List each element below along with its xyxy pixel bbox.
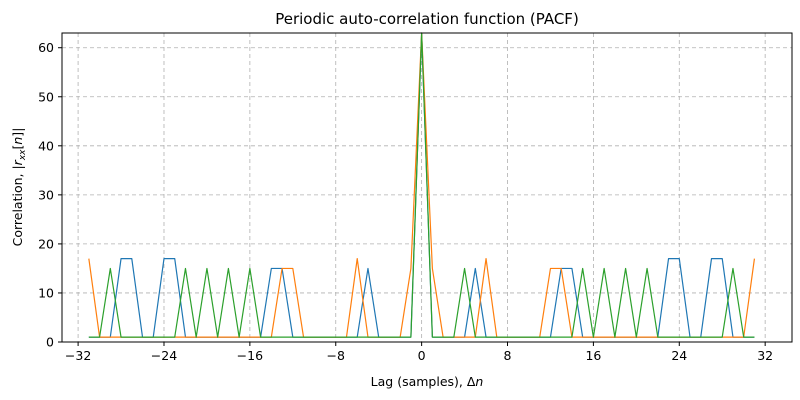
y-tick-label: 10 [38,285,54,300]
x-tick-label: −24 [151,348,177,363]
y-tick-label: 50 [38,89,54,104]
x-axis-label-text: Lag (samples), Δ [371,374,476,389]
y-axis-label-sub: xx [18,149,28,161]
x-tick-label: −32 [65,348,91,363]
plot-frame [61,32,793,343]
x-axis-label-var: n [475,374,483,389]
y-tick-label: 20 [38,236,54,251]
y-tick-label: 40 [38,138,54,153]
chart-title: Periodic auto-correlation function (PACF… [275,10,579,28]
y-axis-label-var2: n [10,137,25,145]
x-tick-label: 24 [671,348,687,363]
x-tick-label: −8 [327,348,345,363]
y-tick-label: 0 [46,335,54,350]
y-axis-label-text: Correlation, | [10,165,25,246]
y-axis-label-var: r [10,159,25,165]
x-tick-label: 0 [418,348,426,363]
y-axis-label: Correlation, |rxx[n]| [10,128,28,247]
y-axis-label-bracket: [ [10,145,25,150]
x-tick-label: 32 [757,348,773,363]
y-axis-label-end: ]| [10,128,25,137]
x-tick-label: −16 [237,348,263,363]
y-tick-label: 60 [38,40,54,55]
x-tick-label: 16 [585,348,601,363]
ticks: −32 −24 −16 −8 0 8 16 24 32 0 10 20 30 40 50 60 [38,40,773,363]
x-tick-label: 8 [504,348,512,363]
y-tick-label: 30 [38,187,54,202]
x-axis-label: Lag (samples), Δn [371,374,484,389]
